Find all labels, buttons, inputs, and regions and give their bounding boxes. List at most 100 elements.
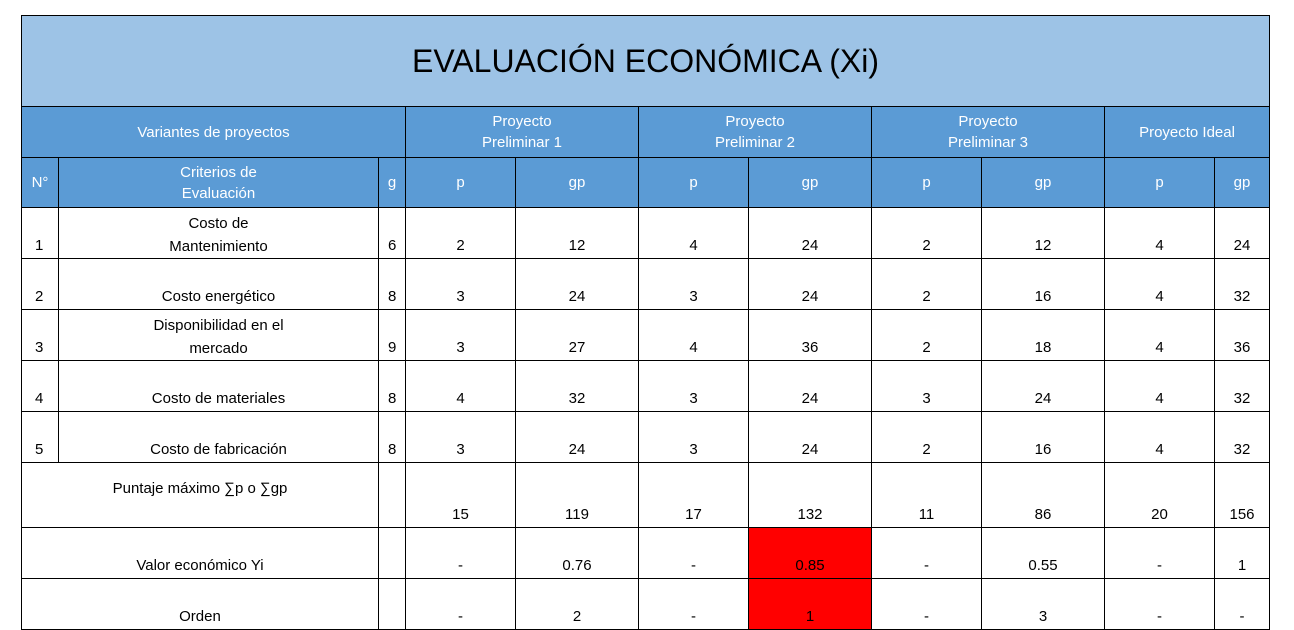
- cell-gp1: 24: [515, 411, 639, 463]
- header-gp: gp: [515, 157, 639, 208]
- header-p: p: [1104, 157, 1215, 208]
- cell-p3: -: [871, 578, 982, 630]
- cell-gp3: 18: [981, 309, 1105, 361]
- table-title: EVALUACIÓN ECONÓMICA (Xi): [20, 15, 1271, 107]
- cell-p-ideal: 4: [1104, 207, 1215, 259]
- header-num: N°: [21, 157, 59, 208]
- empty-g-cell: [378, 527, 406, 579]
- header-p: p: [638, 157, 749, 208]
- cell-p1: 3: [405, 258, 516, 310]
- cell-gp3: 16: [981, 258, 1105, 310]
- criterion-label: Costo energético: [58, 258, 379, 310]
- table-row: 1 Costo de Mantenimiento 6 2 12 4 24 2 12…: [21, 207, 1271, 259]
- weight-value: 8: [378, 411, 406, 463]
- cell-gp2: 24: [748, 360, 872, 412]
- cell-gp1: 119: [515, 462, 639, 528]
- criterion-label: Costo de fabricación: [58, 411, 379, 463]
- cell-p3: 2: [871, 258, 982, 310]
- cell-p1: 3: [405, 309, 516, 361]
- header-proyecto-ideal: Proyecto Ideal: [1103, 106, 1271, 158]
- cell-gp2: 36: [748, 309, 872, 361]
- cell-p-ideal: -: [1104, 578, 1215, 630]
- cell-p-ideal: -: [1104, 527, 1215, 579]
- row-number: 2: [21, 258, 59, 310]
- header-variantes: Variantes de proyectos: [21, 106, 406, 158]
- cell-p-ideal: 4: [1104, 309, 1215, 361]
- table-row: 3 Disponibilidad en el mercado 9 3 27 4 3…: [21, 309, 1271, 361]
- valor-label: Valor económico Yi: [21, 527, 379, 579]
- orden-row: Orden - 2 - 1 - 3 - -: [21, 578, 1271, 630]
- cell-p1: 4: [405, 360, 516, 412]
- cell-gp2: 24: [748, 411, 872, 463]
- header-proyecto-1: Proyecto Preliminar 1: [405, 106, 639, 158]
- cell-p3: 2: [871, 309, 982, 361]
- cell-p3: 3: [871, 360, 982, 412]
- header-proyecto-2: Proyecto Preliminar 2: [638, 106, 872, 158]
- cell-p2: 4: [638, 309, 749, 361]
- table-row: 2 Costo energético 8 3 24 3 24 2 16 4 32: [21, 258, 1271, 310]
- cell-p3: 11: [871, 462, 982, 528]
- highlighted-cell-gp2: 0.85: [748, 527, 872, 579]
- header-p: p: [405, 157, 516, 208]
- cell-gp1: 0.76: [515, 527, 639, 579]
- cell-gp-ideal: 32: [1213, 258, 1271, 310]
- cell-gp-ideal: -: [1213, 578, 1271, 630]
- row-number: 1: [21, 207, 59, 259]
- puntaje-label: Puntaje máximo ∑p o ∑gp: [21, 462, 379, 528]
- cell-p3: 2: [871, 207, 982, 259]
- cell-gp-ideal: 24: [1213, 207, 1271, 259]
- cell-p3: 2: [871, 411, 982, 463]
- cell-gp3: 86: [981, 462, 1105, 528]
- orden-label: Orden: [21, 578, 379, 630]
- cell-gp3: 12: [981, 207, 1105, 259]
- header-g: g: [378, 157, 406, 208]
- cell-p1: 3: [405, 411, 516, 463]
- cell-gp1: 24: [515, 258, 639, 310]
- cell-gp2: 132: [748, 462, 872, 528]
- cell-p1: 2: [405, 207, 516, 259]
- cell-gp-ideal: 1: [1213, 527, 1271, 579]
- cell-gp-ideal: 36: [1213, 309, 1271, 361]
- cell-p2: 3: [638, 411, 749, 463]
- header-row-columns: N° Criterios de Evaluación g p gp p gp p …: [21, 157, 1271, 208]
- cell-gp-ideal: 32: [1213, 411, 1271, 463]
- criterion-label: Disponibilidad en el mercado: [58, 309, 379, 361]
- header-row-projects: Variantes de proyectos Proyecto Prelimina…: [21, 106, 1271, 158]
- cell-p3: -: [871, 527, 982, 579]
- weight-value: 8: [378, 258, 406, 310]
- header-gp: gp: [1213, 157, 1271, 208]
- weight-value: 8: [378, 360, 406, 412]
- table-row: 4 Costo de materiales 8 4 32 3 24 3 24 4…: [21, 360, 1271, 412]
- cell-gp3: 0.55: [981, 527, 1105, 579]
- cell-p-ideal: 20: [1104, 462, 1215, 528]
- cell-gp2: 24: [748, 207, 872, 259]
- criterion-label: Costo de Mantenimiento: [58, 207, 379, 259]
- cell-gp2: 24: [748, 258, 872, 310]
- cell-p2: -: [638, 527, 749, 579]
- valor-row: Valor económico Yi - 0.76 - 0.85 - 0.55 …: [21, 527, 1271, 579]
- header-proyecto-3: Proyecto Preliminar 3: [871, 106, 1105, 158]
- cell-gp1: 32: [515, 360, 639, 412]
- cell-gp1: 2: [515, 578, 639, 630]
- table-row: 5 Costo de fabricación 8 3 24 3 24 2 16 …: [21, 411, 1271, 463]
- evaluation-table: EVALUACIÓN ECONÓMICA (Xi) Variantes de p…: [20, 15, 1271, 630]
- cell-gp-ideal: 156: [1213, 462, 1271, 528]
- highlighted-cell-gp2: 1: [748, 578, 872, 630]
- cell-p-ideal: 4: [1104, 258, 1215, 310]
- criterion-label: Costo de materiales: [58, 360, 379, 412]
- weight-value: 6: [378, 207, 406, 259]
- header-criterios: Criterios de Evaluación: [58, 157, 379, 208]
- cell-gp-ideal: 32: [1213, 360, 1271, 412]
- cell-gp1: 12: [515, 207, 639, 259]
- cell-p2: 17: [638, 462, 749, 528]
- row-number: 5: [21, 411, 59, 463]
- cell-p1: -: [405, 578, 516, 630]
- cell-p2: 3: [638, 258, 749, 310]
- cell-p-ideal: 4: [1104, 411, 1215, 463]
- header-gp: gp: [981, 157, 1105, 208]
- cell-p-ideal: 4: [1104, 360, 1215, 412]
- row-number: 4: [21, 360, 59, 412]
- empty-g-cell: [378, 462, 406, 528]
- header-gp: gp: [748, 157, 872, 208]
- cell-gp3: 3: [981, 578, 1105, 630]
